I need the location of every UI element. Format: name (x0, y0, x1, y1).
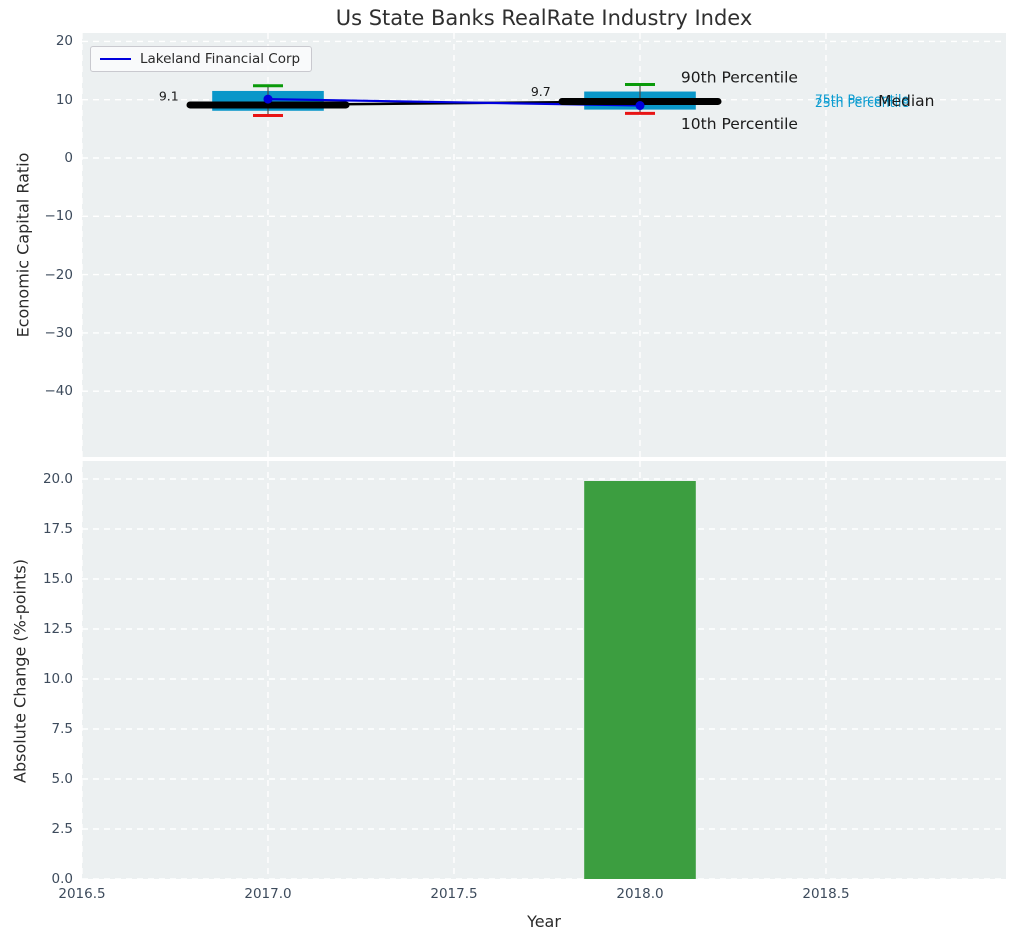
annotation: 10th Percentile (681, 115, 798, 133)
bottom-ytick-label: 2.5 (51, 821, 73, 837)
top-ytick-label: −30 (44, 324, 74, 341)
bottom-ytick-label: 10.0 (42, 671, 73, 687)
top-ytick-label: 0 (64, 150, 73, 166)
xtick-label: 2018.0 (616, 886, 664, 902)
annotation: 25th Percentile (815, 95, 910, 110)
top-ytick-label: 10 (55, 91, 73, 108)
absolute-change-plot (82, 461, 1006, 879)
legend: Lakeland Financial Corp (90, 46, 313, 72)
annotation: 75th Percentile (815, 92, 910, 107)
annotation: 90th Percentile (681, 69, 798, 87)
bar-chart (82, 461, 1006, 879)
xtick-label: 2017.5 (430, 886, 478, 902)
annotation: 9.7 (531, 84, 551, 99)
bottom-ytick-label: 7.5 (51, 721, 73, 737)
company-marker-2017 (263, 94, 273, 104)
company-marker-2018 (635, 101, 645, 111)
bottom-ytick-label: 15.0 (42, 571, 73, 587)
top-ytick-label: −40 (44, 383, 74, 400)
top-y-axis-label: Economic Capital Ratio (13, 152, 33, 338)
top-ytick-label: −10 (44, 208, 74, 225)
annotation: Median (878, 92, 934, 110)
xtick-label: 2016.5 (58, 886, 106, 902)
legend-label: Lakeland Financial Corp (140, 51, 301, 67)
boxplot-chart: 9.1 9.7 90th Percentile 10th Percentile 75th… (82, 33, 1006, 457)
bottom-ytick-label: 17.5 (42, 521, 73, 537)
bottom-ytick-label: 5.0 (51, 771, 73, 787)
chart-title: Us State Banks RealRate Industry Index (335, 6, 753, 30)
bottom-ytick-label: 20.0 (42, 471, 73, 487)
legend-line-swatch (100, 58, 131, 60)
top-ytick-label: −20 (44, 266, 74, 283)
annotation: 9.1 (159, 89, 179, 104)
economic-capital-ratio-plot: Lakeland Financial Corp 9.1 9.7 90th Perce… (82, 33, 1006, 457)
bottom-ytick-label: 12.5 (42, 621, 73, 637)
xtick-label: 2018.5 (802, 886, 850, 902)
top-ytick-label: 20 (55, 33, 73, 50)
bar-2018 (584, 481, 696, 879)
x-axis-label: Year (527, 912, 561, 931)
bottom-ytick-label: 0.0 (51, 871, 73, 887)
xtick-label: 2017.0 (244, 886, 292, 902)
